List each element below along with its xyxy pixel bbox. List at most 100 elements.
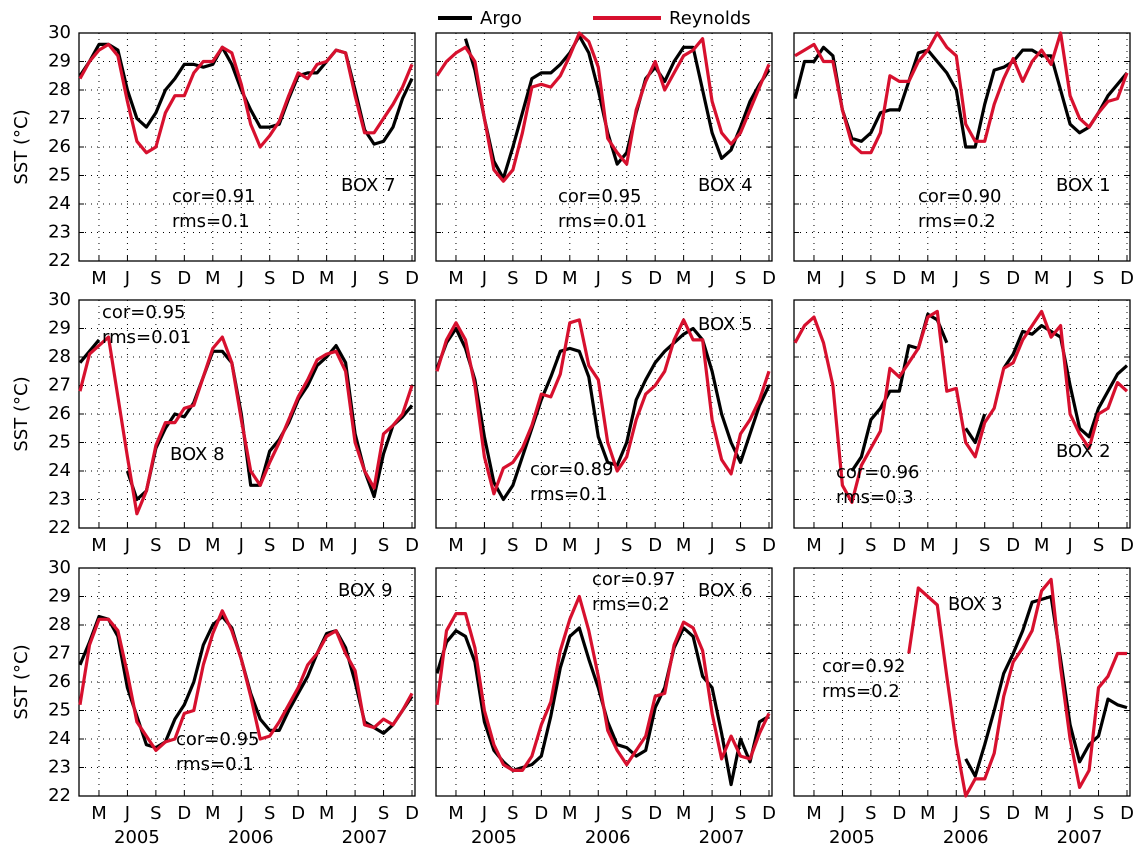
cor-label: cor=0.91	[172, 186, 255, 207]
x-tick-label: D	[762, 268, 776, 289]
x-tick-label: D	[1006, 803, 1020, 824]
y-axis-label: SST (°C)	[11, 376, 32, 451]
x-tick-label: J	[238, 803, 244, 824]
x-tick-label: J	[1066, 268, 1072, 289]
y-tick-label: 22	[48, 517, 71, 538]
x-tick-label: J	[351, 268, 357, 289]
x-tick-label: M	[1034, 803, 1050, 824]
x-tick-label: S	[150, 803, 161, 824]
x-tick-label: M	[806, 803, 822, 824]
y-tick-label: 27	[48, 375, 71, 396]
cor-label: cor=0.95	[558, 186, 641, 207]
series-line	[435, 594, 771, 772]
series-line	[794, 31, 1129, 155]
x-tick-label: S	[865, 268, 876, 289]
y-tick-label: 22	[48, 785, 71, 806]
x-tick-label: S	[1093, 268, 1104, 289]
box-label: BOX 8	[170, 444, 225, 465]
x-tick-label: D	[1006, 535, 1020, 556]
y-tick-label: 24	[48, 460, 71, 481]
x-tick-label: M	[806, 535, 822, 556]
x-tick-label: M	[91, 803, 107, 824]
x-tick-label: J	[953, 268, 959, 289]
year-label: 2006	[943, 827, 989, 848]
x-tick-label: D	[648, 535, 662, 556]
cor-label: cor=0.95	[176, 729, 259, 750]
plot-frame	[435, 567, 773, 797]
x-tick-label: J	[953, 803, 959, 824]
x-tick-label: M	[448, 803, 464, 824]
cor-label: cor=0.95	[102, 302, 185, 323]
series-line	[463, 34, 771, 180]
x-tick-label: M	[205, 535, 221, 556]
rms-label: rms=0.01	[558, 211, 647, 232]
x-tick-label: S	[378, 803, 389, 824]
y-tick-label: 26	[48, 671, 71, 692]
series-line	[78, 609, 414, 752]
x-tick-label: J	[839, 535, 845, 556]
x-tick-label: D	[177, 535, 191, 556]
x-tick-label: S	[507, 535, 518, 556]
cor-label: cor=0.90	[918, 186, 1001, 207]
x-tick-label: J	[839, 803, 845, 824]
x-tick-label: J	[481, 268, 487, 289]
x-tick-label: J	[1066, 535, 1072, 556]
y-tick-label: 22	[48, 250, 71, 271]
x-tick-label: S	[1093, 803, 1104, 824]
box-label: BOX 3	[948, 594, 1003, 615]
year-label: 2005	[114, 827, 160, 848]
x-tick-label: M	[562, 803, 578, 824]
x-tick-label: S	[264, 803, 275, 824]
series-line	[435, 318, 771, 496]
cor-label: cor=0.92	[822, 656, 905, 677]
series-line	[907, 577, 1127, 798]
cor-label: cor=0.96	[836, 462, 919, 483]
x-tick-label: J	[124, 268, 130, 289]
x-tick-label: M	[562, 268, 578, 289]
y-tick-label: 30	[48, 22, 71, 43]
x-tick-label: D	[291, 803, 305, 824]
rms-label: rms=0.2	[822, 681, 900, 702]
y-tick-label: 28	[48, 614, 71, 635]
x-tick-label: D	[648, 803, 662, 824]
box-label: BOX 7	[341, 175, 396, 196]
x-tick-label: M	[319, 535, 335, 556]
x-tick-label: S	[979, 803, 990, 824]
legend-label: Reynolds	[669, 8, 751, 29]
x-tick-label: J	[708, 268, 714, 289]
x-tick-label: S	[979, 268, 990, 289]
y-axis-label: SST (°C)	[11, 644, 32, 719]
x-tick-label: S	[507, 268, 518, 289]
x-tick-label: S	[979, 535, 990, 556]
x-tick-label: S	[735, 803, 746, 824]
x-tick-label: J	[595, 535, 601, 556]
x-tick-label: M	[676, 535, 692, 556]
year-label: 2007	[1057, 827, 1103, 848]
y-tick-label: 29	[48, 318, 71, 339]
y-tick-label: 25	[48, 165, 71, 186]
x-tick-label: M	[920, 268, 936, 289]
year-label: 2006	[585, 827, 631, 848]
y-tick-label: 30	[48, 557, 71, 578]
year-label: 2005	[471, 827, 517, 848]
box-label: BOX 9	[338, 580, 393, 601]
x-tick-label: D	[1120, 268, 1134, 289]
plot-frame	[435, 32, 773, 262]
x-tick-label: S	[264, 535, 275, 556]
x-tick-label: D	[177, 268, 191, 289]
plot-frame	[793, 299, 1131, 529]
series-line	[78, 338, 101, 364]
plot-frame	[78, 32, 416, 262]
x-tick-label: J	[351, 535, 357, 556]
x-tick-label: J	[953, 535, 959, 556]
plot-frame	[435, 299, 773, 529]
x-tick-label: J	[238, 268, 244, 289]
y-tick-label: 27	[48, 643, 71, 664]
x-tick-label: S	[378, 535, 389, 556]
x-tick-label: S	[621, 268, 632, 289]
x-tick-label: J	[124, 803, 130, 824]
box-label: BOX 2	[1056, 441, 1111, 462]
series-line	[964, 413, 987, 445]
x-tick-label: D	[762, 803, 776, 824]
x-tick-label: D	[291, 535, 305, 556]
